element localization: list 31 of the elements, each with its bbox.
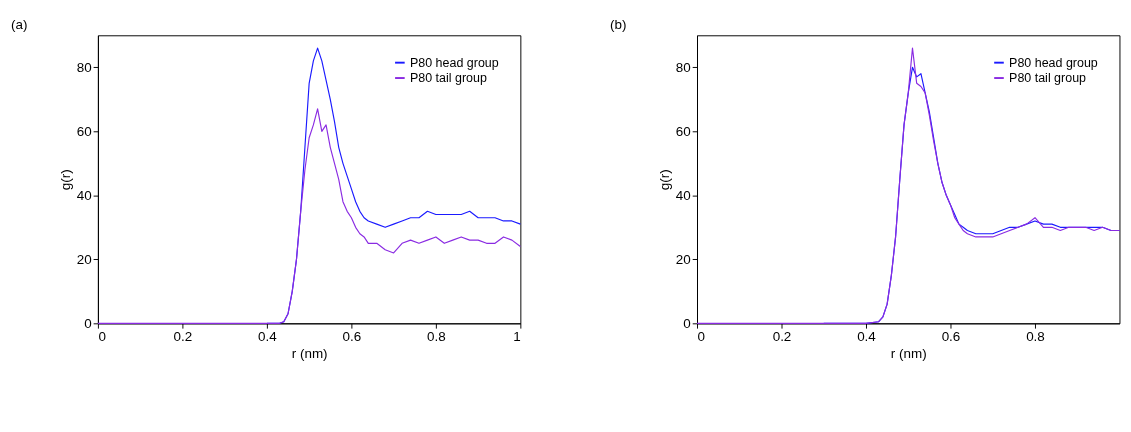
legend-label: P80 head group [1009,55,1098,70]
x-axis-title: r (nm) [291,346,328,362]
x-tick-label: 0 [697,329,705,345]
y-tick-label: 20 [675,251,691,267]
y-tick-label: 0 [683,315,691,331]
legend-label: P80 tail group [409,70,487,85]
chart-title: (b) [610,16,627,32]
y-tick-label: 60 [675,123,691,139]
y-tick-label: 40 [76,187,92,203]
y-tick-label: 20 [76,251,92,267]
x-tick-label: 0.2 [173,329,193,345]
x-tick-label: 0 [98,329,106,345]
y-tick-label: 80 [675,59,691,75]
y-tick-label: 40 [675,187,691,203]
x-tick-label: 0.6 [342,329,362,345]
y-tick-label: 80 [76,59,92,75]
y-axis-title: g(r) [657,169,673,191]
legend-label: P80 tail group [1009,70,1087,85]
chart-title: (a) [10,16,28,32]
x-tick-label: 1 [513,329,521,345]
y-tick-label: 60 [76,123,92,139]
x-tick-label: 0.8 [1026,329,1045,345]
y-axis-title: g(r) [58,169,74,191]
x-tick-label: 0.2 [772,329,792,345]
x-tick-label: 0.6 [941,329,961,345]
legend-label: P80 head group [409,55,499,70]
y-tick-label: 0 [84,315,92,331]
x-tick-label: 0.4 [857,329,877,345]
x-tick-label: 0.8 [427,329,446,345]
x-axis-title: r (nm) [890,346,927,362]
x-tick-label: 0.4 [258,329,278,345]
